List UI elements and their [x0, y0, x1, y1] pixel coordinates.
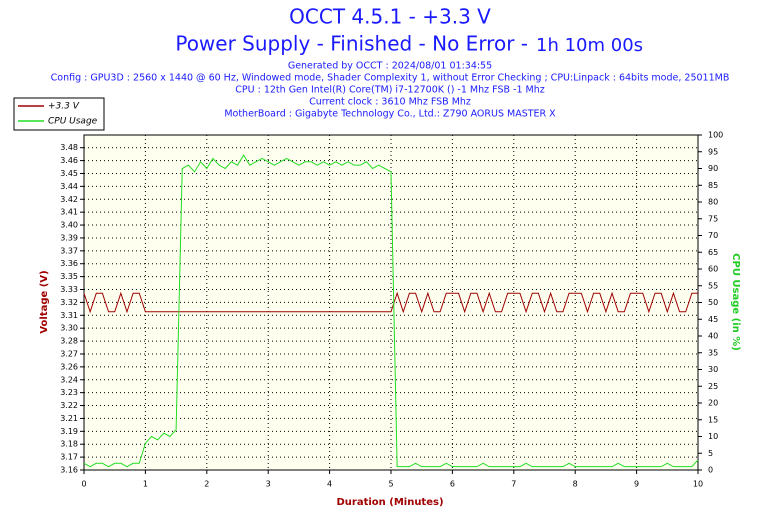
info-line: MotherBoard : Gigabyte Technology Co., L… [224, 109, 556, 120]
y2-tick-label: 10 [708, 432, 718, 441]
y-tick-label: 3.28 [60, 337, 78, 346]
x-tick-label: 5 [388, 480, 393, 489]
y2-tick-label: 15 [708, 415, 718, 424]
y2-tick-label: 45 [708, 315, 718, 324]
y-tick-label: 3.24 [60, 375, 78, 384]
y-tick-label: 3.27 [60, 349, 78, 358]
y-tick-label: 3.16 [60, 466, 78, 475]
y-tick-label: 3.48 [60, 143, 78, 152]
x-tick-label: 9 [634, 480, 639, 489]
y-tick-label: 3.45 [60, 169, 78, 178]
y2-tick-label: 85 [708, 181, 718, 190]
data-line [83, 291, 698, 314]
y-tick-label: 3.33 [60, 285, 78, 294]
y2-tick-label: 100 [708, 131, 723, 140]
x-tick-label: 1 [143, 480, 148, 489]
x-tick-label: 8 [573, 480, 578, 489]
y2-tick-label: 35 [708, 348, 718, 357]
x-tick-label: 4 [327, 480, 332, 489]
y-tick-label: 3.23 [60, 388, 78, 397]
y-tick-label: 3.44 [60, 182, 78, 191]
info-line: CPU : 12th Gen Intel(R) Core(TM) i7-1270… [235, 85, 544, 96]
y2-tick-label: 65 [708, 248, 718, 257]
x-tick-label: 6 [450, 480, 455, 489]
info-line: Config : GPU3D : 2560 x 1440 @ 60 Hz, Wi… [51, 73, 730, 84]
y-tick-label: 3.36 [60, 259, 78, 268]
y2-tick-label: 55 [708, 281, 718, 290]
y2-tick-label: 95 [708, 147, 718, 156]
x-tick-label: 7 [511, 480, 516, 489]
duration: 1h 10m 00s [536, 35, 643, 56]
chart-title: OCCT 4.5.1 - +3.3 V [289, 5, 491, 29]
y-tick-label: 3.39 [60, 233, 78, 242]
legend-label: CPU Usage [48, 117, 98, 127]
y2-tick-label: 60 [708, 265, 718, 274]
y-axis-title: Voltage (V) [39, 270, 50, 333]
info-line: Current clock : 3610 Mhz FSB Mhz [309, 97, 471, 108]
x-tick-label: 2 [204, 480, 209, 489]
x-tick-label: 3 [266, 480, 271, 489]
y2-tick-label: 75 [708, 214, 718, 223]
y-tick-label: 3.31 [60, 311, 78, 320]
y-tick-label: 3.19 [60, 427, 78, 436]
y2-tick-label: 80 [708, 198, 718, 207]
y-tick-label: 3.42 [60, 195, 78, 204]
y-tick-label: 3.21 [60, 414, 78, 423]
y2-tick-label: 30 [708, 365, 718, 374]
x-tick-label: 10 [693, 480, 703, 489]
y2-axis-title: CPU Usage (in %) [730, 253, 741, 351]
y-tick-label: 3.26 [60, 362, 78, 371]
y-tick-label: 3.46 [60, 156, 78, 165]
legend-label: +3.3 V [48, 102, 80, 112]
y-tick-label: 3.22 [60, 401, 78, 410]
y-tick-label: 3.17 [60, 453, 78, 462]
y2-tick-label: 5 [708, 449, 713, 458]
y2-tick-label: 70 [708, 231, 718, 240]
x-axis-title: Duration (Minutes) [336, 497, 443, 508]
chart-subtitle: Power Supply - Finished - No Error - [175, 32, 528, 56]
y2-tick-label: 40 [708, 332, 718, 341]
legend [13, 97, 105, 131]
y-tick-label: 3.41 [60, 208, 78, 217]
info-line: Generated by OCCT : 2024/08/01 01:34:55 [288, 61, 492, 72]
y2-tick-label: 0 [708, 466, 713, 475]
y-tick-label: 3.30 [60, 324, 78, 333]
y-tick-label: 3.18 [60, 440, 78, 449]
y-tick-label: 3.37 [60, 246, 78, 255]
y2-tick-label: 90 [708, 164, 718, 173]
y2-tick-label: 25 [708, 382, 718, 391]
data-line [83, 154, 699, 468]
y2-tick-label: 50 [708, 298, 718, 307]
y-tick-label: 3.32 [60, 298, 78, 307]
y-tick-label: 3.40 [60, 221, 78, 230]
x-tick-label: 0 [81, 480, 86, 489]
y2-tick-label: 20 [708, 399, 718, 408]
y-tick-label: 3.35 [60, 272, 78, 281]
